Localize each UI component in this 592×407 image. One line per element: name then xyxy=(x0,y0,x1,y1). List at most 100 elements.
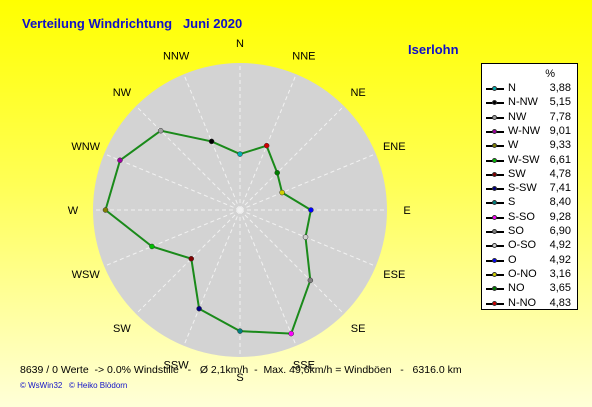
legend-marker xyxy=(492,200,497,206)
rose-background xyxy=(93,63,387,357)
direction-label-nw: NW xyxy=(113,87,132,99)
direction-label-ese: ESE xyxy=(383,269,405,281)
legend-item: W 9,33 xyxy=(482,139,577,153)
legend-item: N-NW 5,15 xyxy=(482,96,577,110)
chart-title: Verteilung Windrichtung Juni 2020 xyxy=(22,16,243,31)
legend-item: N 3,88 xyxy=(482,82,577,96)
point-ssw xyxy=(196,305,202,312)
legend-label: W-NW xyxy=(508,124,541,137)
legend-value: 3,16 xyxy=(549,267,571,280)
legend-marker xyxy=(492,300,497,306)
legend-value: 9,33 xyxy=(549,139,571,152)
legend-item: NW 7,78 xyxy=(482,111,577,125)
legend-value: 4,83 xyxy=(549,296,571,309)
point-nnw xyxy=(208,138,215,145)
direction-label-ene: ENE xyxy=(383,141,406,153)
legend-label: N-NO xyxy=(508,296,537,309)
legend-marker xyxy=(492,186,497,192)
direction-label-s: S xyxy=(236,372,243,384)
legend-marker xyxy=(492,157,497,163)
legend-value: 6,90 xyxy=(549,225,571,237)
legend-label: O-NO xyxy=(508,267,537,280)
legend-label: W-SW xyxy=(508,153,540,166)
legend-value: 4,92 xyxy=(549,253,571,266)
direction-label-se: SE xyxy=(351,323,366,335)
legend-value: 5,15 xyxy=(549,96,571,109)
legend-marker xyxy=(492,271,497,277)
direction-label-sw: SW xyxy=(113,323,131,335)
legend-label: NW xyxy=(508,110,527,123)
direction-label-wsw: WSW xyxy=(72,269,101,281)
legend-marker xyxy=(492,128,497,134)
point-wsw xyxy=(149,243,155,250)
legend-marker xyxy=(492,86,497,91)
legend-marker xyxy=(492,143,497,149)
legend-value: 9,01 xyxy=(549,124,571,137)
point-s xyxy=(237,328,243,334)
legend-item: S 8,40 xyxy=(482,196,577,210)
direction-label-sse: SSE xyxy=(293,359,315,371)
legend-marker xyxy=(492,229,497,234)
legend-value: 6,61 xyxy=(549,153,571,166)
legend-item: O-NO 3,16 xyxy=(482,268,577,282)
copyright-line: © WsWin32 © Heiko Blödorn xyxy=(20,381,128,390)
spoke-ssw xyxy=(183,209,241,347)
spoke-ene xyxy=(239,153,377,211)
direction-label-ne: NE xyxy=(350,87,365,99)
point-n xyxy=(237,151,243,157)
legend-value: 4,78 xyxy=(549,167,571,180)
legend-value: 3,88 xyxy=(549,82,571,94)
direction-label-n: N xyxy=(236,38,244,50)
legend-item: O 4,92 xyxy=(482,254,577,268)
legend-unit: % xyxy=(545,68,555,80)
legend-marker xyxy=(492,257,497,263)
point-nne xyxy=(263,142,270,149)
legend-item: NO 3,65 xyxy=(482,282,577,296)
legend-marker xyxy=(492,171,497,177)
legend-label: S-SW xyxy=(508,182,537,195)
legend: % N 3,88 N-NW 5,15 NW 7,78 W-NW 9,01 W 9,33 W-SW 6,… xyxy=(481,63,578,310)
location-label: Iserlohn xyxy=(408,42,459,57)
legend-label: N-NW xyxy=(508,96,538,109)
point-wnw xyxy=(117,157,123,164)
point-ne xyxy=(274,170,280,176)
legend-item: S-SW 7,41 xyxy=(482,182,577,196)
legend-value: 7,41 xyxy=(549,182,571,195)
legend-marker xyxy=(492,286,497,292)
legend-marker xyxy=(492,214,497,220)
point-e xyxy=(308,207,314,213)
spoke-wnw xyxy=(103,153,241,211)
direction-label-nnw: NNW xyxy=(163,51,190,63)
legend-item: SW 4,78 xyxy=(482,168,577,182)
legend-item: SO 6,90 xyxy=(482,225,577,239)
direction-label-w: W xyxy=(68,205,79,217)
legend-value: 3,65 xyxy=(549,282,571,295)
spoke-sse xyxy=(239,209,297,347)
legend-marker xyxy=(492,100,497,106)
spoke-nw xyxy=(135,105,241,211)
legend-label: N xyxy=(508,82,516,94)
legend-item: W-NW 9,01 xyxy=(482,125,577,139)
legend-value: 8,40 xyxy=(549,196,571,209)
legend-label: O xyxy=(508,253,517,266)
point-ese xyxy=(302,234,309,240)
legend-marker xyxy=(492,114,497,120)
point-nw xyxy=(157,127,164,134)
spoke-nne xyxy=(239,73,297,211)
spoke-sw xyxy=(135,209,241,315)
point-sw xyxy=(188,255,195,262)
legend-label: S xyxy=(508,196,516,209)
direction-label-wnw: WNW xyxy=(71,141,100,153)
spoke-ne xyxy=(239,105,345,211)
legend-marker xyxy=(492,243,497,249)
direction-labels: N NNE NE ENE E ESE SE SSE S SSW SW WSW W WNW NW NNW xyxy=(68,38,411,384)
legend-item: N-NO 4,83 xyxy=(482,297,577,311)
legend-label: SW xyxy=(508,167,526,180)
spoke-se xyxy=(239,209,345,315)
legend-item: O-SO 4,92 xyxy=(482,239,577,253)
legend-value: 9,28 xyxy=(549,210,571,223)
direction-label-ssw: SSW xyxy=(164,359,190,371)
direction-label-e: E xyxy=(403,205,410,217)
legend-label: S-SO xyxy=(508,210,535,223)
